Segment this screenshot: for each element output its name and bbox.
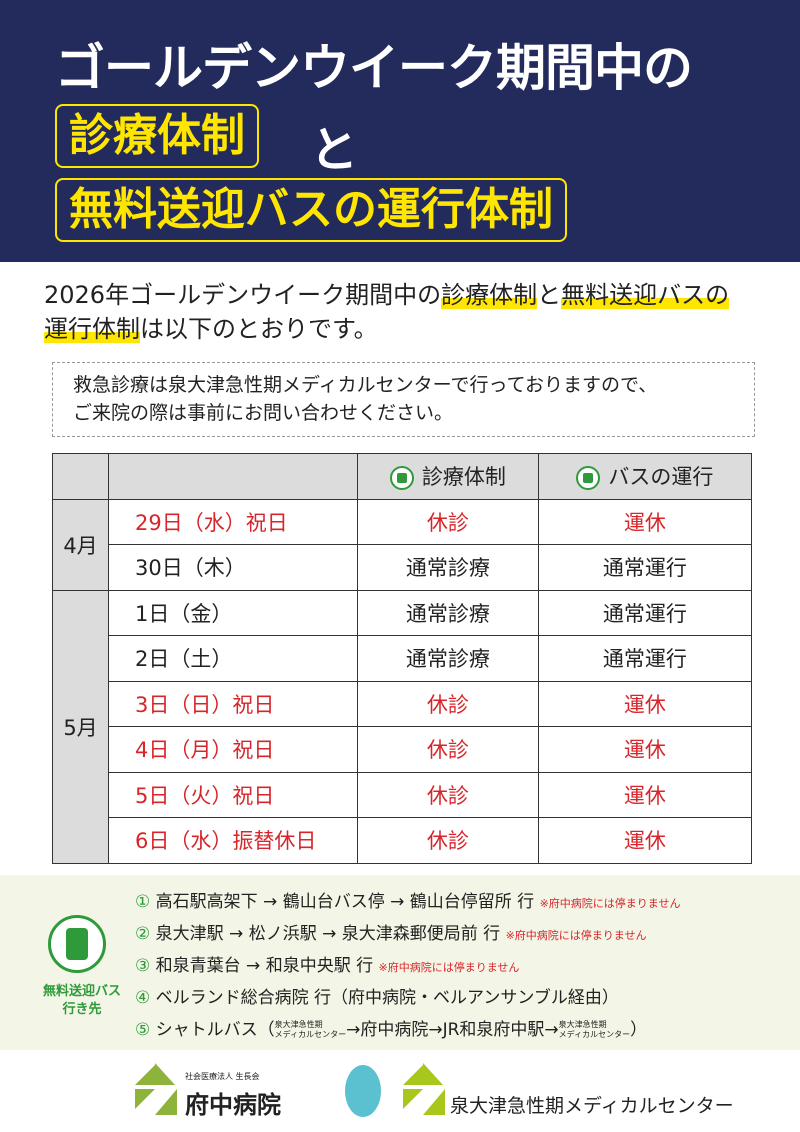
emergency-notice: 救急診療は泉大津急性期メディカルセンターで行っておりますので、 ご来院の際は事前… xyxy=(52,362,755,437)
bus-cell: 運休 xyxy=(537,771,753,818)
title-box-clinic: 診療体制 xyxy=(55,104,259,168)
route-text: ベルランド総合病院 行（府中病院・ベルアンサンブル経由） xyxy=(155,988,619,1008)
route-text: 泉大津駅 → 松ノ浜駅 → 泉大津森郵便局前 行 xyxy=(155,924,501,944)
title-and: と xyxy=(310,122,359,178)
route5-stop: 泉大津急性期 メディカルセンター xyxy=(559,1020,630,1040)
route-list: ① 高石駅高架下 → 鶴山台バス停 → 鶴山台停留所 行 ※府中病院には停まりま… xyxy=(135,887,680,1046)
route-note: ※府中病院には停まりません xyxy=(378,961,520,974)
bus-icon xyxy=(48,915,106,973)
route-number: ⑤ xyxy=(135,1020,151,1040)
intro-pre: 2026年ゴールデンウイーク期間中の xyxy=(44,281,442,309)
route-number: ④ xyxy=(135,988,151,1008)
date-cell: 4日（月）祝日 xyxy=(108,726,358,773)
clinic-cell: 休診 xyxy=(357,498,539,545)
route5-s1: 泉大津急性期 xyxy=(558,1020,607,1029)
header-banner: ゴールデンウイーク期間中の 診療体制 と 無料送迎バスの運行体制 xyxy=(0,0,800,262)
month-cell: 4月 xyxy=(52,498,109,591)
notice-line2: ご来院の際は事前にお問い合わせください。 xyxy=(73,402,454,424)
route5-a: シャトルバス（ xyxy=(155,1020,275,1040)
bus-cell: 通常運行 xyxy=(537,635,753,682)
route-text: 和泉青葉台 → 和泉中央駅 行 xyxy=(155,956,374,976)
date-cell: 3日（日）祝日 xyxy=(108,680,358,727)
route5-stop: 泉大津急性期 メディカルセンター xyxy=(275,1020,346,1040)
date-cell: 30日（木） xyxy=(108,544,358,591)
bus-cell: 運休 xyxy=(537,817,753,864)
route-item: ⑤ シャトルバス（泉大津急性期 メディカルセンター→府中病院→JR和泉府中駅→泉大… xyxy=(135,1015,680,1046)
logo-izumiotsu: 泉大津急性期メディカルセンター xyxy=(450,1095,734,1117)
schedule-table: 診療体制 バスの運行 4月 29日（水）祝日 休診 運休 30日（木） 通常診療 通常運行 5… xyxy=(52,453,753,864)
clinic-cell: 休診 xyxy=(357,771,539,818)
title-box-bus: 無料送迎バスの運行体制 xyxy=(55,178,567,242)
route5-s2: メディカルセンター xyxy=(558,1030,631,1039)
route-item: ① 高石駅高架下 → 鶴山台バス停 → 鶴山台停留所 行 ※府中病院には停まりま… xyxy=(135,887,680,919)
route5-b: →府中病院→JR和泉府中駅→ xyxy=(346,1020,559,1040)
bus-label-2: 行き先 xyxy=(62,1002,102,1017)
date-cell: 5日（火）祝日 xyxy=(108,771,358,818)
date-cell: 29日（水）祝日 xyxy=(108,498,358,545)
route-number: ① xyxy=(135,892,151,912)
clinic-cell: 休診 xyxy=(357,817,539,864)
bus-cell: 運休 xyxy=(537,498,753,545)
clinic-cell: 休診 xyxy=(357,726,539,773)
table-row: 30日（木） 通常診療 通常運行 xyxy=(53,544,753,591)
route-number: ③ xyxy=(135,956,151,976)
date-cell: 6日（水）振替休日 xyxy=(108,817,358,864)
bus-label-1: 無料送迎バス xyxy=(42,984,121,999)
bus-destinations: 無料送迎バス 行き先 ① 高石駅高架下 → 鶴山台バス停 → 鶴山台停留所 行 ※… xyxy=(0,875,800,1050)
route-number: ② xyxy=(135,924,151,944)
route5-s1: 泉大津急性期 xyxy=(274,1020,323,1029)
calendar-icon xyxy=(389,466,414,491)
route-note: ※府中病院には停まりません xyxy=(505,929,647,942)
route-note: ※府中病院には停まりません xyxy=(539,897,681,910)
table-row: 6日（水）振替休日 休診 運休 xyxy=(53,817,753,864)
clinic-cell: 通常診療 xyxy=(357,589,539,636)
logo-fuchu: 府中病院 xyxy=(185,1091,281,1119)
bus-cell: 運休 xyxy=(537,726,753,773)
date-cell: 1日（金） xyxy=(108,589,358,636)
bus-cell: 運休 xyxy=(537,680,753,727)
bus-cell: 通常運行 xyxy=(537,589,753,636)
table-row: 5日（火）祝日 休診 運休 xyxy=(53,771,753,818)
route5-s2: メディカルセンター xyxy=(274,1030,347,1039)
clinic-cell: 通常診療 xyxy=(357,544,539,591)
table-row: 4月 29日（水）祝日 休診 運休 xyxy=(52,498,753,591)
header-clinic: 診療体制 xyxy=(357,453,539,500)
clinic-cell: 通常診療 xyxy=(357,635,539,682)
route-item: ③ 和泉青葉台 → 和泉中央駅 行 ※府中病院には停まりません xyxy=(135,951,680,983)
header-bus-label: バスの運行 xyxy=(608,465,714,490)
clinic-cell: 休診 xyxy=(357,680,539,727)
date-cell: 2日（土） xyxy=(108,635,358,682)
header-clinic-label: 診療体制 xyxy=(421,465,506,490)
intro-hl2: 無料送迎バスの xyxy=(561,281,730,309)
emblem-icon xyxy=(345,1065,381,1117)
table-row: 4日（月）祝日 休診 運休 xyxy=(53,726,753,773)
bus-label: 無料送迎バス 行き先 xyxy=(32,983,132,1019)
intro-text: 2026年ゴールデンウイーク期間中の診療体制と無料送迎バスの運行体制は以下のとお… xyxy=(44,278,764,346)
route5-c: ） xyxy=(630,1020,648,1040)
intro-post: は以下のとおりです。 xyxy=(140,315,378,343)
header-empty xyxy=(108,453,358,500)
route-item: ④ ベルランド総合病院 行（府中病院・ベルアンサンブル経由） xyxy=(135,983,680,1015)
notice-line1: 救急診療は泉大津急性期メディカルセンターで行っておりますので、 xyxy=(73,374,658,396)
title-line1: ゴールデンウイーク期間中の xyxy=(55,39,693,97)
intro-mid: と xyxy=(537,281,562,309)
table-row: 5月 1日（金） 通常診療 通常運行 xyxy=(52,589,753,864)
bus-icon xyxy=(576,466,601,491)
route-item: ② 泉大津駅 → 松ノ浜駅 → 泉大津森郵便局前 行 ※府中病院には停まりません xyxy=(135,919,680,951)
intro-hl3: 運行体制 xyxy=(44,315,140,343)
header-empty xyxy=(52,453,109,500)
logo-org: 社会医療法人 生長会 xyxy=(185,1072,260,1081)
month-cell: 5月 xyxy=(52,589,109,864)
bus-cell: 通常運行 xyxy=(537,544,753,591)
header-bus: バスの運行 xyxy=(537,453,753,500)
route-text: 高石駅高架下 → 鶴山台バス停 → 鶴山台停留所 行 xyxy=(155,892,535,912)
table-row: 3日（日）祝日 休診 運休 xyxy=(53,680,753,727)
intro-hl1: 診療体制 xyxy=(441,281,538,309)
table-row: 2日（土） 通常診療 通常運行 xyxy=(53,635,753,682)
